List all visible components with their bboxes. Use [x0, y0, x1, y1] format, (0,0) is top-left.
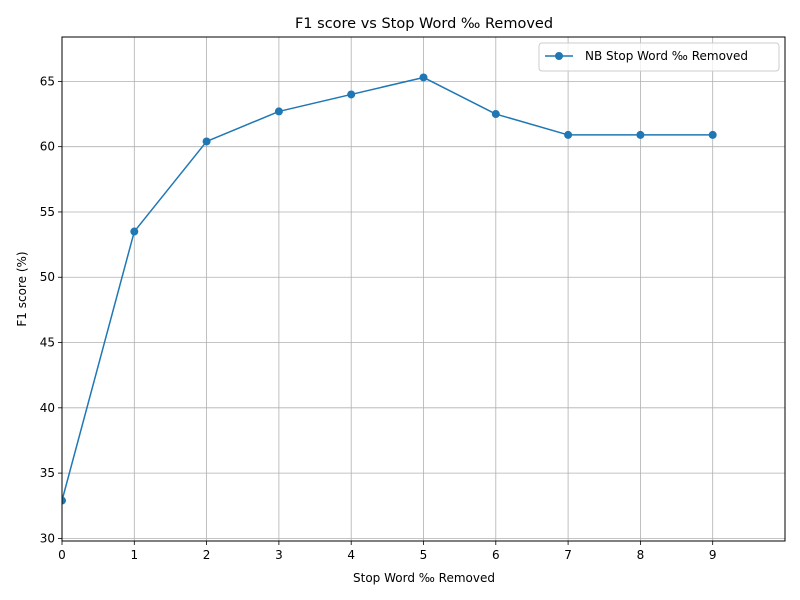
x-tick-label: 1	[130, 548, 138, 562]
x-tick-label: 6	[492, 548, 500, 562]
x-tick-label: 3	[275, 548, 283, 562]
x-tick-label: 5	[420, 548, 428, 562]
data-point	[491, 110, 500, 119]
y-axis-label: F1 score (%)	[15, 251, 29, 326]
x-tick-label: 9	[709, 548, 717, 562]
series-line	[62, 76, 713, 501]
y-tick-label: 50	[40, 270, 55, 284]
data-point	[274, 107, 283, 116]
x-tick-label: 0	[58, 548, 66, 562]
y-tick-label: 60	[40, 140, 55, 154]
y-tick-label: 35	[40, 466, 55, 480]
y-tick-label: 40	[40, 401, 55, 415]
x-tick-label: 4	[347, 548, 355, 562]
data-point	[636, 130, 645, 139]
legend: NB Stop Word ‰ Removed	[538, 42, 780, 72]
x-tick-label: 2	[203, 548, 211, 562]
x-tick-label: 7	[564, 548, 572, 562]
legend-label: NB Stop Word ‰ Removed	[585, 49, 748, 63]
chart-title: F1 score vs Stop Word ‰ Removed	[295, 16, 553, 32]
y-tick-label: 45	[40, 336, 55, 350]
legend-box	[538, 42, 780, 72]
data-point	[419, 73, 428, 82]
data-point	[708, 130, 717, 139]
legend-marker-swatch	[555, 52, 563, 60]
x-axis-ticks: 0 1 2 3 4 5 6 7 8 9	[58, 541, 717, 562]
y-tick-label: 30	[40, 531, 55, 545]
data-point	[564, 130, 573, 139]
y-axis-ticks: 30 35 40 45 50 55 60 65	[40, 74, 62, 545]
series-layer	[62, 73, 717, 505]
data-point	[62, 496, 66, 505]
y-tick-label: 55	[40, 205, 55, 219]
x-axis-label: Stop Word ‰ Removed	[353, 571, 495, 585]
y-tick-label: 65	[40, 74, 55, 88]
data-point	[202, 137, 211, 146]
x-tick-label: 8	[637, 548, 645, 562]
data-point	[130, 227, 139, 236]
series-group	[62, 73, 717, 505]
data-point	[347, 90, 356, 99]
